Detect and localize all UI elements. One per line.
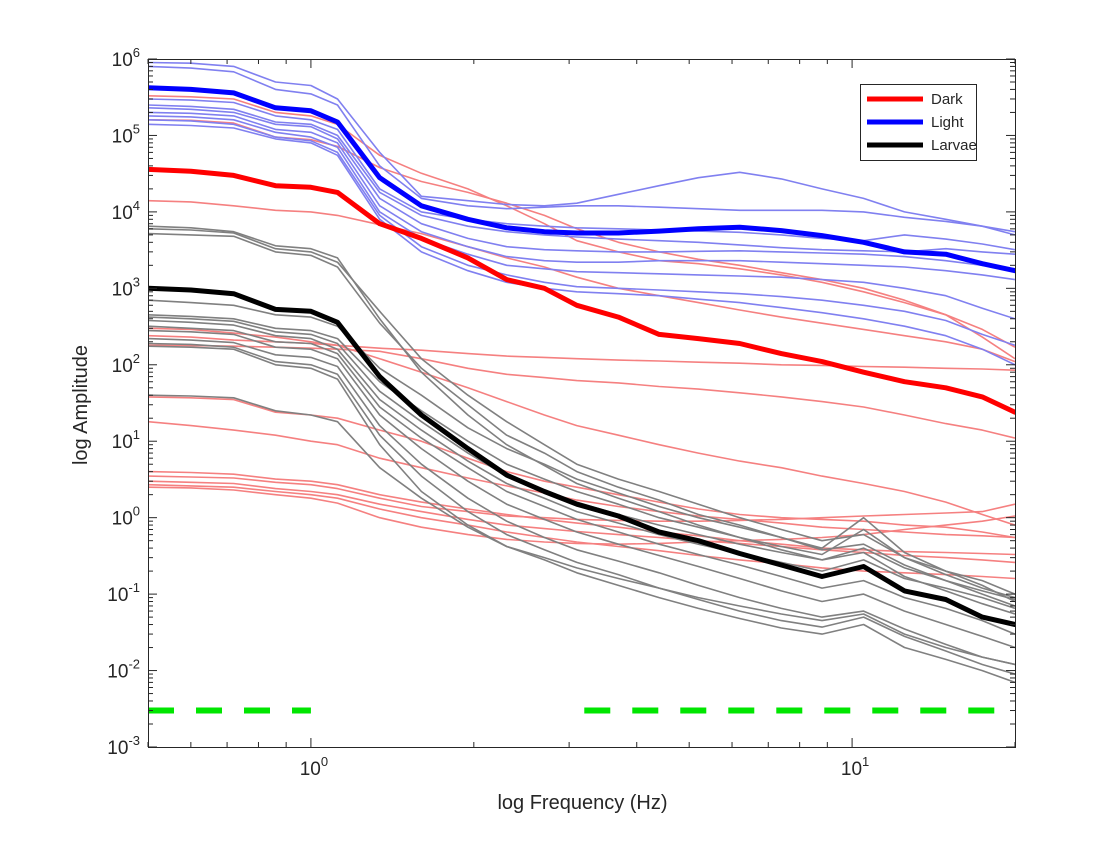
trace-line-light-17: [148, 65, 1015, 236]
trace-line-larvae-25: [148, 228, 1015, 599]
trace-line-larvae-26: [148, 232, 1015, 607]
trace-line-larvae-32: [148, 329, 1015, 649]
legend-label-larvae: Larvae: [931, 137, 977, 154]
trace-line-light-18: [148, 98, 1015, 251]
mean-traces: [148, 85, 1015, 627]
trace-line-larvae-34: [148, 342, 1015, 675]
trace-line-light-20: [148, 107, 1015, 270]
y-tick-label-0: 10-3: [107, 733, 140, 759]
trace-line-light-22: [148, 115, 1015, 320]
legend: Dark Light Larvae: [860, 84, 977, 161]
y-tick-label-5: 102: [112, 351, 140, 377]
y-tick-label-7: 104: [112, 198, 140, 224]
x-tick-label-0: 100: [300, 754, 328, 780]
trace-line-dark-14: [148, 483, 1015, 580]
y-tick-label-4: 101: [112, 427, 140, 453]
trace-line-dark-15: [148, 486, 1015, 546]
x-tick-label-1: 101: [841, 754, 869, 780]
axis-ticks: [147, 58, 1016, 748]
legend-label-light: Light: [931, 114, 964, 131]
trace-line-light-16: [148, 61, 1015, 233]
trace-line-larvae-30: [148, 319, 1015, 610]
trace-line-light-21: [148, 111, 1015, 281]
axes-box: [148, 59, 1016, 748]
trace-line-larvae-37: [148, 225, 1015, 615]
series-line-larvae: [148, 285, 1015, 627]
trace-line-larvae-27: [148, 299, 1015, 603]
trace-line-larvae-33: [148, 337, 1015, 666]
y-axis-label: log Amplitude: [70, 345, 92, 465]
tick-labels: 10-3 10-2 10-1 100 101 102 103 104 105 106 100 101: [107, 45, 869, 780]
trace-line-light-24: [148, 123, 1015, 366]
y-tick-label-3: 100: [112, 504, 140, 530]
trace-line-larvae-31: [148, 325, 1015, 635]
plot-area: [148, 59, 1015, 747]
trace-line-larvae-36: [148, 394, 1015, 666]
series-line-light: [148, 85, 1015, 274]
trace-line-larvae-35: [148, 345, 1015, 684]
trace-line-light-23: [148, 119, 1015, 347]
trace-line-dark-4: [148, 199, 1015, 363]
series-line-dark: [148, 166, 1015, 415]
y-tick-label-9: 106: [112, 45, 140, 71]
y-tick-label-8: 105: [112, 121, 140, 147]
x-axis-label: log Frequency (Hz): [497, 792, 667, 814]
trace-line-dark-8: [148, 327, 1015, 526]
y-tick-label-6: 103: [112, 274, 140, 300]
trace-line-larvae-28: [148, 314, 1015, 595]
trace-line-dark-5: [148, 95, 1015, 348]
individual-traces: [148, 61, 1015, 684]
y-tick-label-2: 10-1: [107, 580, 140, 606]
trace-line-light-19: [148, 104, 1015, 255]
legend-label-dark: Dark: [931, 91, 963, 108]
y-tick-label-1: 10-2: [107, 657, 140, 683]
